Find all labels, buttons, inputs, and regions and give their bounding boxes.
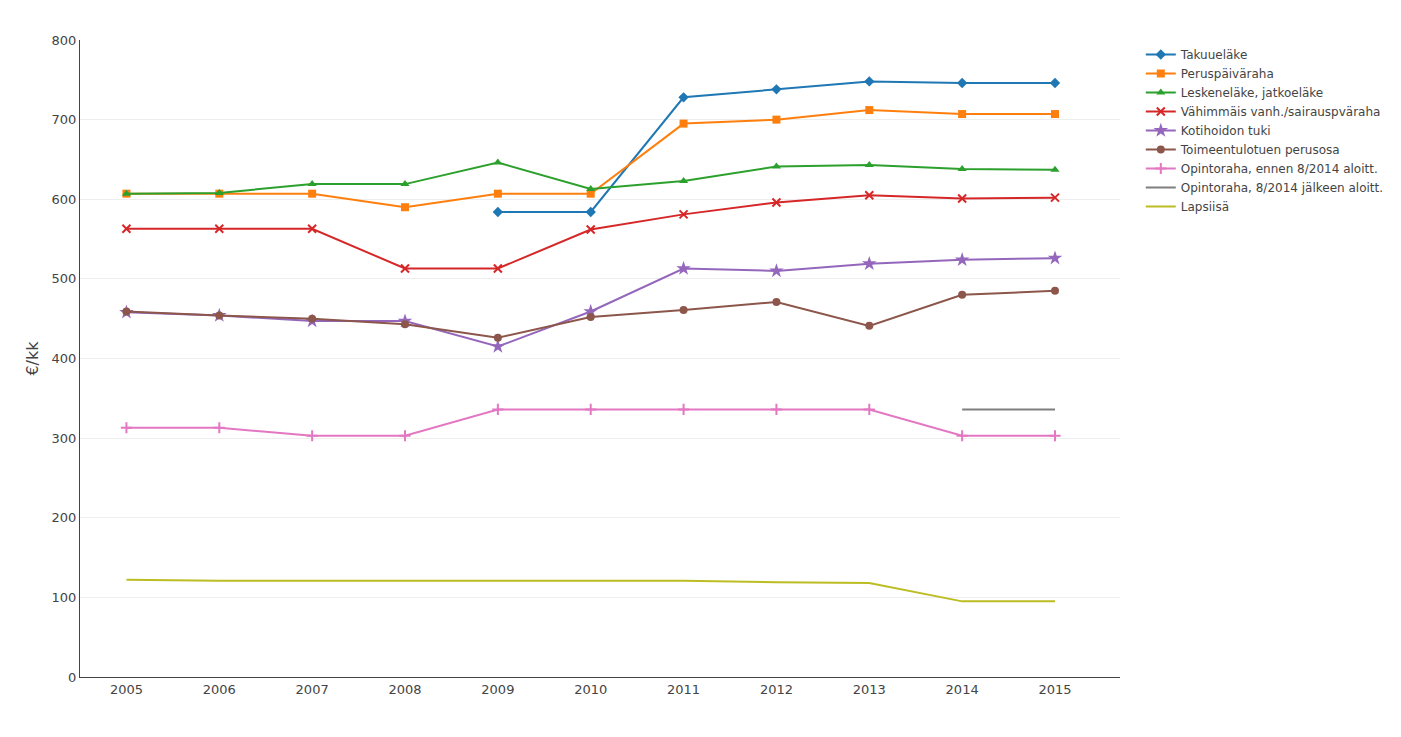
svg-text:Opintoraha, 8/2014 jälkeen alo: Opintoraha, 8/2014 jälkeen aloitt. [1181,181,1383,195]
svg-text:Leskeneläke, jatkoeläke: Leskeneläke, jatkoeläke [1181,86,1323,100]
svg-text:500: 500 [52,271,77,286]
svg-text:Takuueläke: Takuueläke [1180,48,1247,62]
svg-text:300: 300 [52,431,77,446]
svg-text:2014: 2014 [946,682,979,697]
svg-text:2013: 2013 [853,682,886,697]
svg-text:2007: 2007 [296,682,329,697]
svg-text:2009: 2009 [481,682,514,697]
svg-text:2010: 2010 [574,682,607,697]
svg-text:€/kk: €/kk [23,341,42,376]
svg-text:2008: 2008 [388,682,421,697]
svg-text:200: 200 [52,510,77,525]
svg-text:Kotihoidon tuki: Kotihoidon tuki [1181,124,1271,138]
svg-text:Opintoraha, ennen 8/2014 aloit: Opintoraha, ennen 8/2014 aloitt. [1181,162,1378,176]
svg-text:2006: 2006 [203,682,236,697]
svg-text:Toimeentulotuen perusosa: Toimeentulotuen perusosa [1180,143,1340,157]
svg-text:2012: 2012 [760,682,793,697]
svg-text:2011: 2011 [667,682,700,697]
svg-text:600: 600 [52,192,77,207]
svg-text:100: 100 [52,590,77,605]
svg-text:2005: 2005 [110,682,143,697]
svg-text:400: 400 [52,351,77,366]
svg-text:Vähimmäis vanh./sairauspväraha: Vähimmäis vanh./sairauspväraha [1181,105,1381,119]
svg-text:2015: 2015 [1038,682,1071,697]
svg-text:700: 700 [52,112,77,127]
svg-text:800: 800 [52,33,77,48]
svg-text:0: 0 [68,670,76,685]
svg-text:Peruspäiväraha: Peruspäiväraha [1181,67,1274,81]
svg-text:Lapsiisä: Lapsiisä [1181,200,1229,214]
